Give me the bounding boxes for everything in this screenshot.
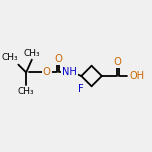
Text: NH: NH: [62, 67, 77, 78]
Text: CH₃: CH₃: [24, 48, 40, 57]
Text: CH₃: CH₃: [18, 87, 35, 96]
Text: CH₃: CH₃: [1, 54, 18, 62]
Text: OH: OH: [129, 71, 144, 81]
Text: O: O: [54, 54, 62, 64]
Text: F: F: [78, 84, 83, 94]
Text: O: O: [114, 57, 122, 67]
Text: O: O: [43, 67, 51, 78]
